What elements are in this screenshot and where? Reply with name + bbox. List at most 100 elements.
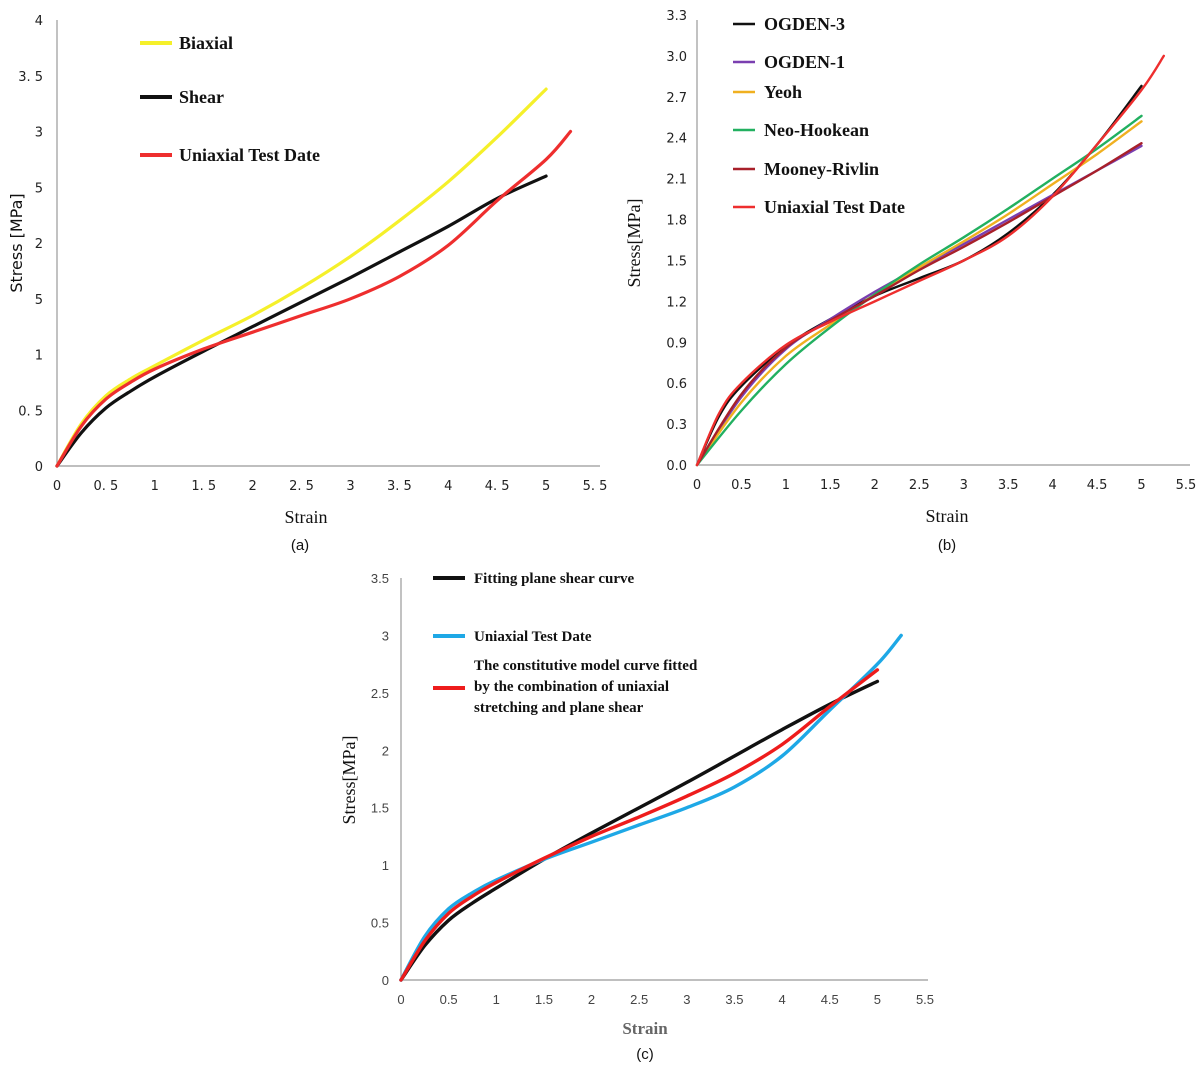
x-tick-label-a: 1. 5 [191,479,216,494]
y-tick-label-b: 0.0 [666,459,687,474]
panel-b: 0 0.5 1 1.5 2 2.5 3 3.5 4 4.5 5 5.5 0.0 0.3 0.6 0.9 1.2… [624,9,1196,554]
series-line-b-neo-hookean [695,114,1143,467]
y-tick-label-b: 0.9 [666,336,687,351]
y-tick-label-a: 2 [35,237,43,252]
y-tick-label-c: 2 [382,743,389,758]
legend-b-label-3: Neo-Hookean [764,120,869,140]
y-tick-label-b: 1.2 [666,295,687,310]
y-tick-label-b: 0.3 [666,418,687,433]
caption-c: (c) [636,1046,654,1063]
y-tick-label-c: 1 [382,858,389,873]
series-line-c-uniaxial-test-date [399,633,903,982]
y-tick-label-c: 3.5 [371,571,389,586]
series-line-b-mooney-rivlin [695,142,1143,467]
x-tick-label-b: 4.5 [1087,478,1108,493]
y-axis-label-a: Stress [MPa] [7,193,26,292]
y-tick-label-c: 3 [382,628,389,643]
x-tick-label-a: 5 [542,479,550,494]
y-tick-label-c: 0.5 [371,916,389,931]
x-tick-label-a: 2 [248,479,256,494]
x-tick-label-c: 1 [493,992,500,1007]
panel-c: 0 0.5 1 1.5 2 2.5 3 3.5 4 4.5 5 5.5 0 0.5 1 1.5 2 2.5 3 3.… [339,571,934,1063]
caption-b: (b) [938,537,956,554]
series-line-c-fitting-plane-shear-curve [399,679,880,982]
y-tick-label-b: 1.8 [666,214,687,229]
x-tick-label-b: 0.5 [731,478,752,493]
x-tick-label-c: 2.5 [630,992,648,1007]
x-axis-label-c: Strain [622,1019,668,1038]
x-tick-label-b: 1 [782,478,790,493]
x-tick-label-b: 4 [1048,478,1056,493]
series-line-a-uniaxial-test-date [55,129,573,468]
y-tick-label-b: 3.3 [666,9,687,24]
y-tick-label-b: 0.6 [666,377,687,392]
y-tick-label-a: 0. 5 [18,404,43,419]
x-tick-label-c: 4.5 [821,992,839,1007]
x-tick-label-c: 0 [397,992,404,1007]
legend-b-label-1: OGDEN-1 [764,52,845,72]
y-tick-label-a: 3 [35,126,43,141]
legend-c-label-2: The constitutive model curve fitted by th… [474,658,698,716]
x-tick-label-c: 3.5 [725,992,743,1007]
x-tick-label-a: 4. 5 [485,479,510,494]
x-tick-label-c: 1.5 [535,992,553,1007]
y-tick-label-b: 2.4 [666,132,687,147]
x-tick-label-b: 3 [960,478,968,493]
series-line-b-ogden-1 [695,144,1143,467]
y-tick-label-c: 1.5 [371,801,389,816]
legend-c: Fitting plane shear curve Uniaxial Test … [433,571,698,716]
y-tick-label-b: 3.0 [666,50,687,65]
caption-a: (a) [291,537,309,554]
x-tick-label-a: 0. 5 [94,479,119,494]
series-line-c-the-constitutive-model-curve-fitted-by-t [399,668,880,982]
legend-a-label-0: Biaxial [179,33,233,53]
x-tick-label-c: 4 [778,992,785,1007]
x-tick-label-a: 1 [151,479,159,494]
y-tick-label-b: 2.1 [666,173,687,188]
y-tick-label-a: 1 [35,349,43,364]
y-tick-label-b: 2.7 [666,91,687,106]
x-axis-label-b: Strain [926,506,969,526]
x-tick-label-a: 5. 5 [583,479,608,494]
x-tick-label-a: 0 [53,479,61,494]
x-tick-label-c: 0.5 [440,992,458,1007]
series-line-b-uniaxial-test-date [695,54,1165,467]
x-tick-label-b: 0 [693,478,701,493]
legend-a-label-1: Shear [179,87,224,107]
y-tick-label-b: 1.5 [666,254,687,269]
legend-a: Biaxial Shear Uniaxial Test Date [140,33,320,165]
x-tick-label-b: 2 [871,478,879,493]
x-tick-label-a: 4 [444,479,452,494]
legend-a-label-2: Uniaxial Test Date [179,145,320,165]
series-line-a-biaxial [55,87,548,468]
y-axis-label-b: Stress[MPa] [624,199,644,288]
x-tick-label-c: 5.5 [916,992,934,1007]
x-tick-label-b: 2.5 [909,478,930,493]
x-tick-label-c: 5 [874,992,881,1007]
y-axis-label-c: Stress[MPa] [339,736,359,825]
y-tick-label-a: 5 [35,181,43,196]
x-tick-label-b: 5.5 [1176,478,1197,493]
series-line-a-shear [55,174,548,468]
y-tick-label-a: 5 [35,293,43,308]
y-tick-label-a: 0 [35,460,43,475]
legend-c-label-0: Fitting plane shear curve [474,571,634,587]
legend-c-label-1: Uniaxial Test Date [474,629,592,645]
x-axis-label-a: Strain [285,507,328,527]
y-tick-label-a: 4 [35,14,43,29]
x-tick-label-b: 5 [1137,478,1145,493]
legend-b: OGDEN-3 OGDEN-1 Yeoh Neo-Hookean Mooney-… [733,14,905,217]
y-tick-label-c: 2.5 [371,686,389,701]
x-tick-label-a: 3. 5 [387,479,412,494]
series-line-b-yeoh [695,120,1143,467]
y-tick-label-c: 0 [382,973,389,988]
panel-a: 0 0. 5 1 1. 5 2 2. 5 3 3. 5 4 4. 5 5 5. 5 0 0. 5 1 5 2 5… [7,14,607,554]
legend-b-label-5: Uniaxial Test Date [764,197,905,217]
x-tick-label-c: 2 [588,992,595,1007]
x-tick-label-a: 2. 5 [289,479,314,494]
legend-b-label-0: OGDEN-3 [764,14,845,34]
legend-b-label-2: Yeoh [764,82,802,102]
x-tick-label-a: 3 [346,479,354,494]
y-tick-label-a: 3. 5 [18,70,43,85]
